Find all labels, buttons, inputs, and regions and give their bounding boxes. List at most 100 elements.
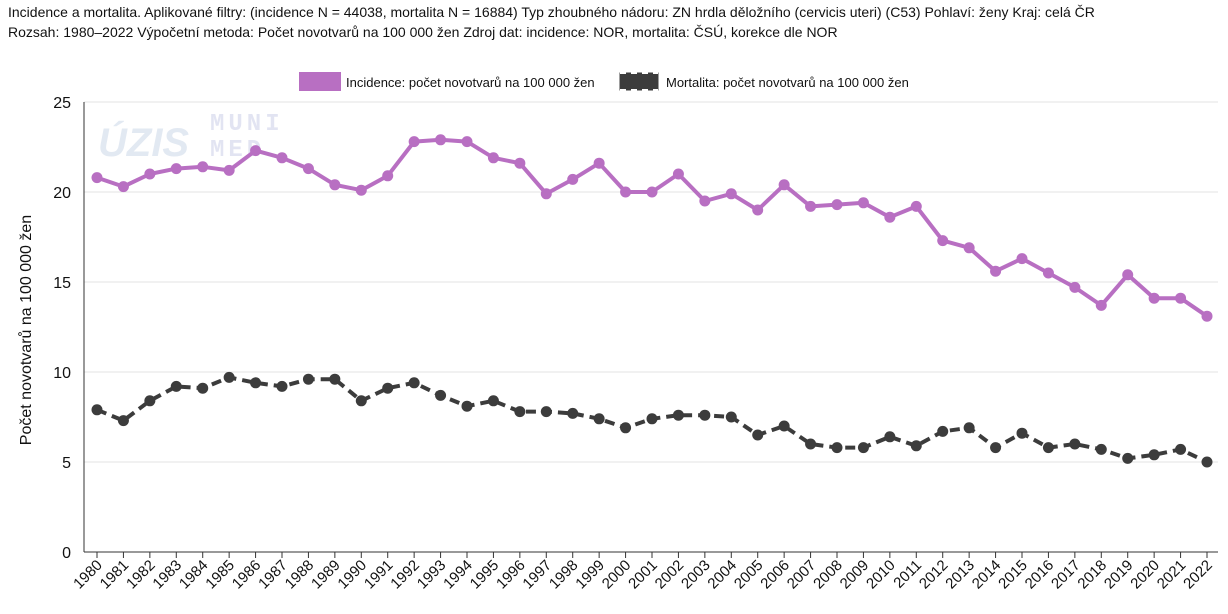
data-point[interactable] xyxy=(382,382,394,394)
data-point[interactable] xyxy=(937,425,949,437)
data-point[interactable] xyxy=(884,431,896,443)
data-point[interactable] xyxy=(884,211,896,223)
data-point[interactable] xyxy=(276,152,288,164)
data-point[interactable] xyxy=(646,413,658,425)
data-point[interactable] xyxy=(1016,253,1028,265)
data-point[interactable] xyxy=(1095,299,1107,311)
data-point[interactable] xyxy=(778,420,790,432)
x-tick-label: 2017 xyxy=(1048,557,1084,593)
data-point[interactable] xyxy=(461,400,473,412)
data-point[interactable] xyxy=(355,395,367,407)
data-point[interactable] xyxy=(990,265,1002,277)
data-point[interactable] xyxy=(302,373,314,385)
data-point[interactable] xyxy=(408,377,420,389)
legend-item-incidence[interactable]: Incidence: počet novotvarů na 100 000 že… xyxy=(299,72,595,91)
data-point[interactable] xyxy=(223,164,235,176)
data-point[interactable] xyxy=(540,406,552,418)
x-tick-label: 1982 xyxy=(123,557,159,593)
data-point[interactable] xyxy=(857,442,869,454)
data-point[interactable] xyxy=(91,172,103,184)
data-point[interactable] xyxy=(1122,452,1134,464)
caption-line-1: Incidence a mortalita. Aplikované filtry… xyxy=(8,4,1095,20)
data-point[interactable] xyxy=(725,188,737,200)
legend-item-mortalita[interactable]: Mortalita: počet novotvarů na 100 000 že… xyxy=(619,72,909,91)
data-point[interactable] xyxy=(1148,449,1160,461)
data-point[interactable] xyxy=(593,413,605,425)
data-point[interactable] xyxy=(117,415,129,427)
data-point[interactable] xyxy=(329,373,341,385)
data-point[interactable] xyxy=(302,163,314,175)
data-point[interactable] xyxy=(144,395,156,407)
data-point[interactable] xyxy=(170,163,182,175)
data-point[interactable] xyxy=(1148,292,1160,304)
data-point[interactable] xyxy=(250,145,262,157)
data-point[interactable] xyxy=(1042,442,1054,454)
data-point[interactable] xyxy=(752,429,764,441)
x-tick-label: 1990 xyxy=(334,557,370,593)
x-tick-label: 2005 xyxy=(731,557,767,593)
data-point[interactable] xyxy=(1201,456,1213,468)
data-point[interactable] xyxy=(355,184,367,196)
data-point[interactable] xyxy=(567,173,579,185)
data-point[interactable] xyxy=(567,407,579,419)
data-point[interactable] xyxy=(461,136,473,148)
data-point[interactable] xyxy=(646,186,658,198)
data-point[interactable] xyxy=(435,389,447,401)
data-point[interactable] xyxy=(910,200,922,212)
data-point[interactable] xyxy=(514,406,526,418)
data-point[interactable] xyxy=(1069,281,1081,293)
data-point[interactable] xyxy=(1175,292,1187,304)
data-point[interactable] xyxy=(620,186,632,198)
data-point[interactable] xyxy=(831,199,843,211)
x-tick-label: 1996 xyxy=(493,557,529,593)
data-point[interactable] xyxy=(805,200,817,212)
x-tick-label: 1988 xyxy=(282,557,318,593)
data-point[interactable] xyxy=(435,134,447,146)
data-point[interactable] xyxy=(963,422,975,434)
data-point[interactable] xyxy=(117,181,129,193)
data-point[interactable] xyxy=(1069,438,1081,450)
data-point[interactable] xyxy=(805,438,817,450)
data-point[interactable] xyxy=(487,152,499,164)
data-point[interactable] xyxy=(144,168,156,180)
legend-label-mortalita: Mortalita: počet novotvarů na 100 000 že… xyxy=(666,75,909,90)
data-point[interactable] xyxy=(382,170,394,182)
data-point[interactable] xyxy=(699,409,711,421)
data-point[interactable] xyxy=(250,377,262,389)
data-point[interactable] xyxy=(1175,443,1187,455)
data-point[interactable] xyxy=(672,168,684,180)
data-point[interactable] xyxy=(197,382,209,394)
data-point[interactable] xyxy=(752,204,764,216)
data-point[interactable] xyxy=(937,235,949,247)
data-point[interactable] xyxy=(170,380,182,392)
data-point[interactable] xyxy=(910,440,922,452)
uzis-watermark-logo: ÚZIS xyxy=(98,119,189,165)
data-point[interactable] xyxy=(778,179,790,191)
data-point[interactable] xyxy=(197,161,209,173)
data-point[interactable] xyxy=(1042,267,1054,279)
x-tick-label: 1985 xyxy=(202,557,238,593)
y-tick-label: 25 xyxy=(53,95,71,112)
data-point[interactable] xyxy=(672,409,684,421)
data-point[interactable] xyxy=(514,157,526,169)
data-point[interactable] xyxy=(593,157,605,169)
data-point[interactable] xyxy=(91,404,103,416)
data-point[interactable] xyxy=(620,422,632,434)
data-point[interactable] xyxy=(408,136,420,148)
data-point[interactable] xyxy=(223,371,235,383)
data-point[interactable] xyxy=(276,380,288,392)
data-point[interactable] xyxy=(857,197,869,209)
data-point[interactable] xyxy=(540,188,552,200)
data-point[interactable] xyxy=(1201,310,1213,322)
data-point[interactable] xyxy=(1095,443,1107,455)
x-tick-label: 2021 xyxy=(1154,557,1190,593)
data-point[interactable] xyxy=(963,242,975,254)
data-point[interactable] xyxy=(329,179,341,191)
data-point[interactable] xyxy=(990,442,1002,454)
data-point[interactable] xyxy=(487,395,499,407)
data-point[interactable] xyxy=(1122,269,1134,281)
data-point[interactable] xyxy=(699,195,711,207)
data-point[interactable] xyxy=(831,442,843,454)
data-point[interactable] xyxy=(1016,427,1028,439)
data-point[interactable] xyxy=(725,411,737,423)
